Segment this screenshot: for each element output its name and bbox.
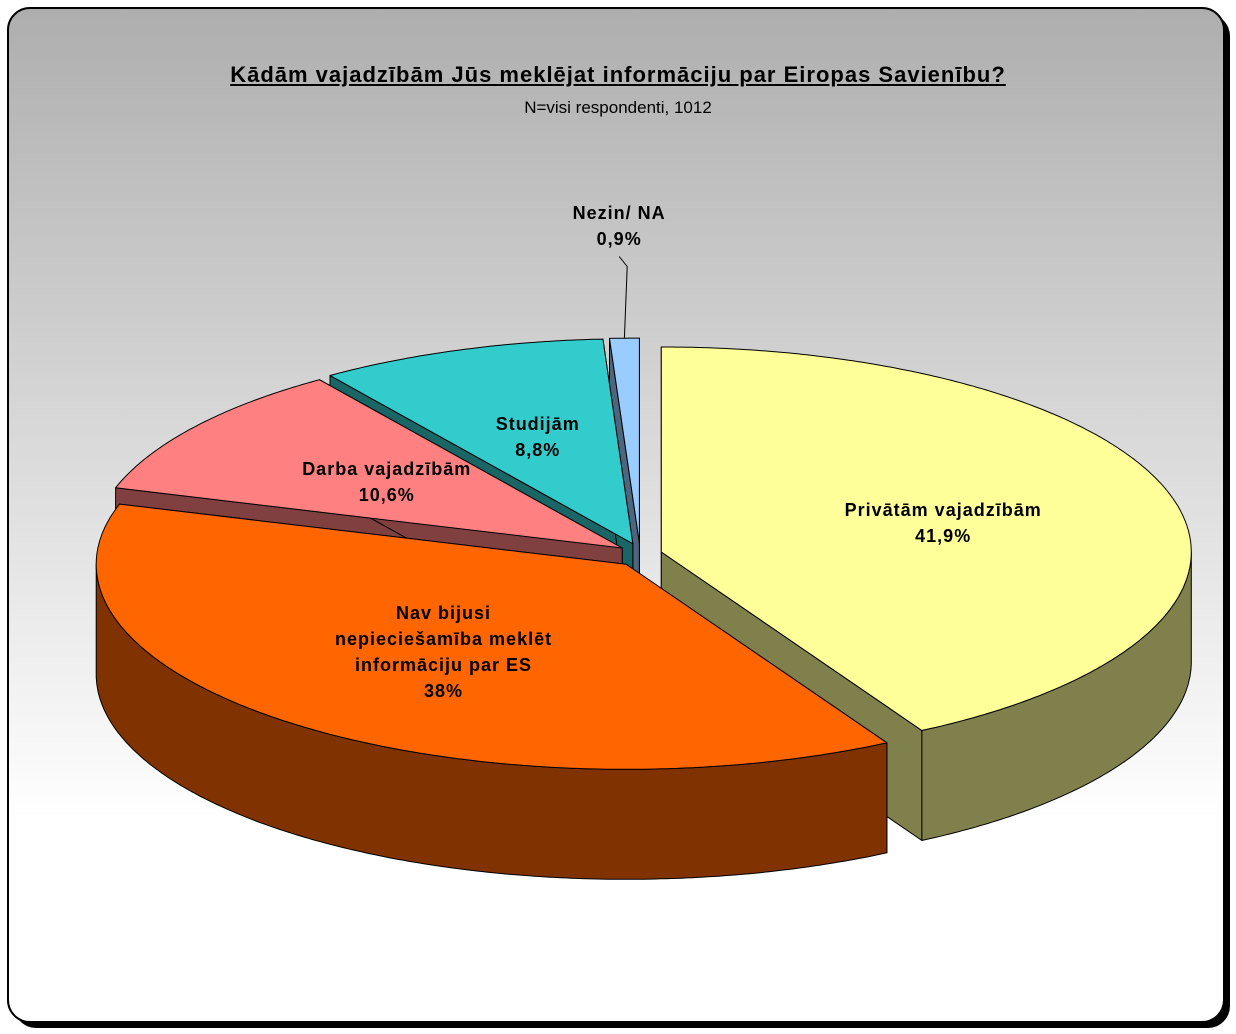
value-label: 0,9% — [596, 229, 642, 250]
category-label: Nav bijusi nepieciešamība meklēt informā… — [334, 603, 553, 676]
pie — [95, 256, 1192, 880]
slice — [329, 338, 634, 545]
category-label: Nezin/ NA — [572, 203, 666, 224]
slice-label: Studijām 8,8% — [423, 411, 653, 463]
leader-line — [618, 256, 628, 339]
chart-subtitle: N=visi respondenti, 1012 — [524, 98, 712, 117]
value-label: 10,6% — [358, 484, 415, 505]
category-label: Privātām vajadzībām — [844, 500, 1042, 521]
slice-label: Privātām vajadzībām 41,9% — [828, 497, 1058, 549]
slice — [660, 346, 1192, 731]
slice-label: Darba vajadzībām 10,6% — [272, 456, 502, 508]
value-label: 41,9% — [915, 526, 972, 547]
value-label: 8,8% — [515, 440, 561, 461]
chart-title: Kādām vajadzībām Jūs meklējat informācij… — [230, 62, 1006, 87]
slice — [95, 503, 888, 770]
category-label: Studijām — [495, 414, 580, 435]
slice-label: Nav bijusi nepieciešamība meklēt informā… — [329, 600, 559, 704]
slice — [115, 379, 623, 549]
value-label: 38% — [424, 681, 464, 702]
category-label: Darba vajadzībām — [302, 458, 472, 479]
slice-label: Nezin/ NA 0,9% — [504, 200, 734, 252]
